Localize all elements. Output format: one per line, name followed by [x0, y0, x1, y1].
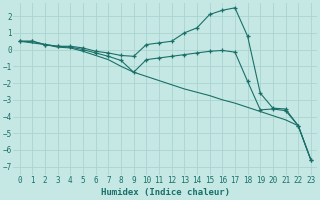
X-axis label: Humidex (Indice chaleur): Humidex (Indice chaleur) — [101, 188, 230, 197]
